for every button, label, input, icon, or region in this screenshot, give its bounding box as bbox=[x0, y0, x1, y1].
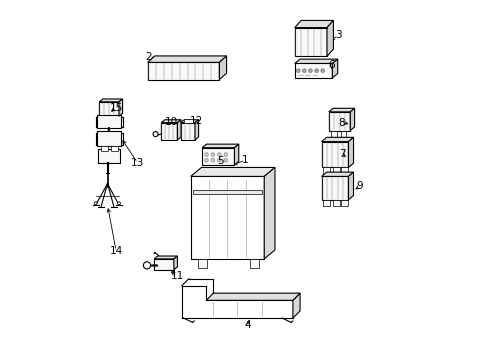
Circle shape bbox=[211, 153, 214, 156]
Text: 6: 6 bbox=[327, 59, 334, 69]
Bar bbox=[328, 112, 349, 131]
Circle shape bbox=[217, 153, 221, 156]
Text: 14: 14 bbox=[109, 246, 122, 256]
Polygon shape bbox=[294, 59, 337, 63]
Bar bbox=[198, 259, 206, 268]
Text: 8: 8 bbox=[338, 118, 345, 128]
Bar bbox=[341, 200, 347, 206]
Bar bbox=[294, 63, 332, 78]
Polygon shape bbox=[99, 99, 122, 102]
Polygon shape bbox=[219, 56, 226, 80]
Polygon shape bbox=[206, 293, 300, 300]
Polygon shape bbox=[180, 120, 198, 123]
Polygon shape bbox=[349, 108, 354, 131]
Polygon shape bbox=[174, 256, 177, 270]
Bar bbox=[323, 167, 329, 175]
Bar bbox=[183, 119, 192, 123]
Circle shape bbox=[224, 153, 227, 156]
Polygon shape bbox=[119, 99, 122, 116]
Bar bbox=[190, 176, 264, 259]
Bar bbox=[97, 131, 121, 146]
Text: 5: 5 bbox=[216, 156, 223, 166]
Bar bbox=[333, 200, 339, 206]
Polygon shape bbox=[348, 172, 353, 200]
Polygon shape bbox=[328, 108, 354, 112]
Circle shape bbox=[117, 202, 120, 205]
Circle shape bbox=[211, 158, 214, 162]
Text: 10: 10 bbox=[165, 117, 178, 127]
Polygon shape bbox=[292, 293, 300, 318]
Bar bbox=[101, 145, 107, 151]
Polygon shape bbox=[294, 21, 333, 28]
Bar bbox=[97, 116, 121, 128]
Polygon shape bbox=[321, 172, 353, 176]
Bar bbox=[154, 259, 174, 270]
Circle shape bbox=[204, 153, 208, 156]
Text: 12: 12 bbox=[190, 116, 203, 126]
Text: 2: 2 bbox=[145, 52, 152, 62]
Bar bbox=[294, 28, 326, 56]
Circle shape bbox=[302, 69, 305, 72]
Circle shape bbox=[296, 69, 300, 72]
Bar bbox=[192, 190, 262, 194]
Circle shape bbox=[94, 202, 97, 205]
Bar bbox=[180, 123, 195, 140]
Circle shape bbox=[224, 158, 227, 162]
Polygon shape bbox=[195, 120, 198, 140]
Text: 13: 13 bbox=[131, 158, 144, 168]
Text: 4: 4 bbox=[244, 320, 251, 330]
Circle shape bbox=[153, 132, 158, 136]
Polygon shape bbox=[147, 56, 226, 62]
Circle shape bbox=[204, 158, 208, 162]
Polygon shape bbox=[264, 167, 274, 259]
Bar bbox=[321, 141, 348, 167]
Text: 11: 11 bbox=[170, 271, 183, 281]
Bar bbox=[111, 145, 117, 151]
Bar bbox=[147, 62, 219, 80]
Circle shape bbox=[308, 69, 312, 72]
Circle shape bbox=[314, 69, 318, 72]
Polygon shape bbox=[177, 120, 181, 140]
Text: 9: 9 bbox=[356, 181, 363, 192]
Bar bbox=[249, 259, 258, 268]
Bar bbox=[321, 176, 348, 200]
Text: 1: 1 bbox=[242, 155, 248, 165]
Polygon shape bbox=[326, 21, 333, 56]
Circle shape bbox=[320, 69, 324, 72]
Bar bbox=[341, 167, 347, 175]
Polygon shape bbox=[190, 167, 274, 176]
Polygon shape bbox=[332, 59, 337, 78]
Bar bbox=[202, 148, 234, 165]
Bar bbox=[330, 131, 336, 138]
Polygon shape bbox=[348, 137, 353, 167]
Text: 3: 3 bbox=[334, 31, 341, 40]
Bar bbox=[340, 131, 346, 138]
Text: 7: 7 bbox=[338, 149, 345, 159]
Bar bbox=[161, 123, 177, 140]
Polygon shape bbox=[161, 120, 181, 123]
Polygon shape bbox=[234, 144, 238, 165]
Bar bbox=[333, 167, 339, 175]
Circle shape bbox=[143, 262, 150, 269]
Bar bbox=[98, 149, 120, 163]
Polygon shape bbox=[154, 256, 177, 259]
Text: 15: 15 bbox=[109, 103, 122, 113]
Bar bbox=[323, 200, 329, 206]
Bar bbox=[99, 102, 119, 116]
Polygon shape bbox=[321, 137, 353, 141]
Polygon shape bbox=[202, 144, 238, 148]
Circle shape bbox=[217, 158, 221, 162]
